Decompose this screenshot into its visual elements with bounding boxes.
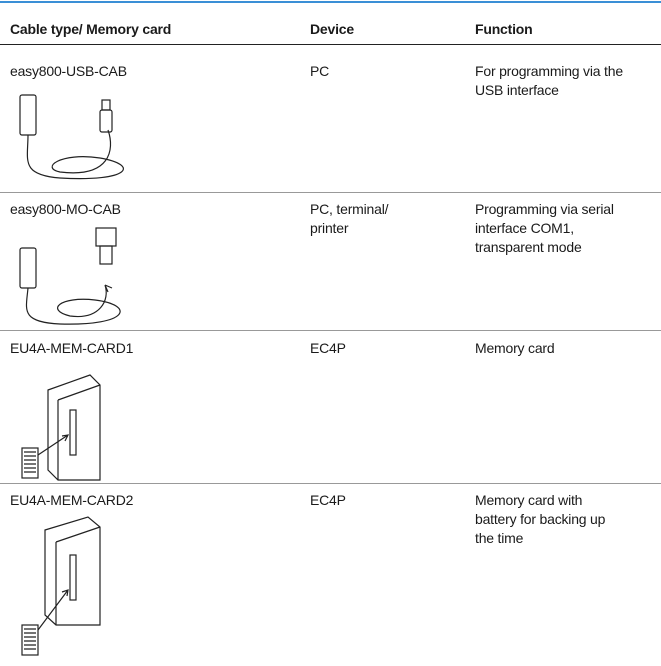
- device: PC, terminal/: [310, 201, 389, 217]
- function: interface COM1,: [475, 220, 574, 236]
- function: the time: [475, 530, 524, 546]
- row-rule: [0, 192, 661, 193]
- header-rule: [0, 44, 661, 45]
- device: EC4P: [310, 340, 346, 356]
- device: printer: [310, 220, 349, 236]
- row-rule: [0, 330, 661, 331]
- product-name: EU4A-MEM-CARD1: [10, 340, 134, 356]
- device: EC4P: [310, 492, 346, 508]
- top-rule: [0, 1, 661, 3]
- function: transparent mode: [475, 239, 582, 255]
- function: Memory card: [475, 340, 555, 356]
- header-cell: Cable type/ Memory card: [10, 21, 172, 37]
- function: For programming via the: [475, 63, 623, 79]
- function: USB interface: [475, 82, 559, 98]
- row-rule: [0, 483, 661, 484]
- product-name: easy800-MO-CAB: [10, 201, 121, 217]
- header-cell: Function: [475, 21, 533, 37]
- product-name: easy800-USB-CAB: [10, 63, 127, 79]
- header-cell: Device: [310, 21, 354, 37]
- function: battery for backing up: [475, 511, 606, 527]
- product-name: EU4A-MEM-CARD2: [10, 492, 134, 508]
- function: Programming via serial: [475, 201, 614, 217]
- function: Memory card with: [475, 492, 583, 508]
- device: PC: [310, 63, 330, 79]
